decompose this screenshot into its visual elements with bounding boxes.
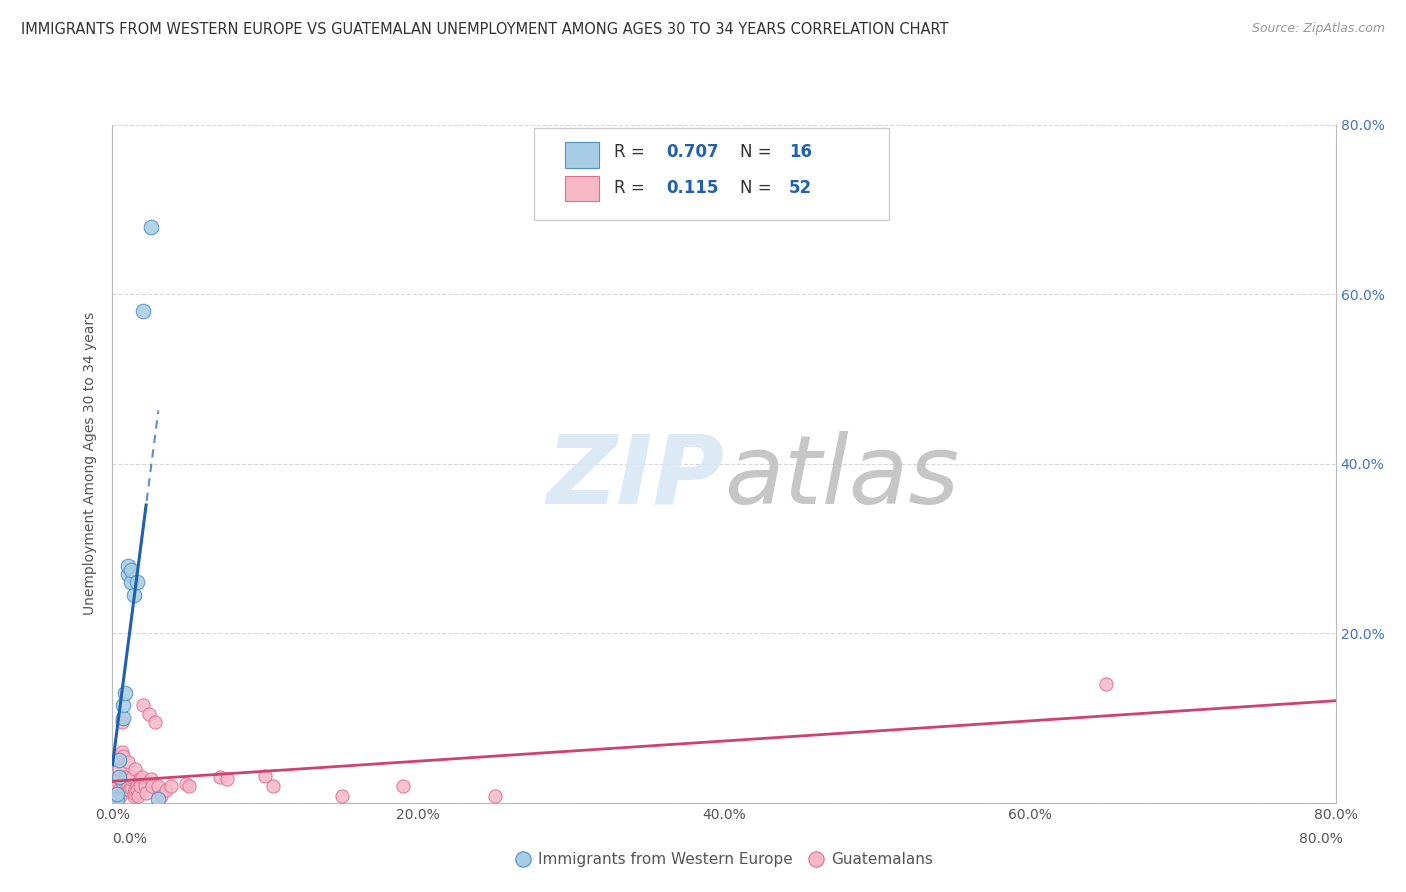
Point: [105, 789, 128, 803]
Text: N =: N =: [740, 143, 778, 161]
Point: [114, 770, 136, 785]
Text: N =: N =: [740, 179, 778, 197]
Point: [1095, 677, 1118, 691]
Point: [159, 779, 181, 793]
Point: [107, 770, 129, 785]
Point: [105, 779, 128, 793]
Point: [107, 753, 129, 767]
Point: [143, 715, 166, 730]
Text: atlas: atlas: [724, 431, 959, 524]
Text: 52: 52: [789, 179, 813, 197]
Text: R =: R =: [614, 179, 655, 197]
Point: [124, 783, 146, 797]
Point: [122, 786, 145, 800]
Point: [120, 780, 142, 795]
Point: [120, 563, 142, 577]
Point: [141, 779, 163, 793]
Text: 0.707: 0.707: [666, 143, 720, 161]
Point: [112, 749, 135, 764]
Point: [117, 567, 139, 582]
Text: R =: R =: [614, 143, 650, 161]
Text: 0.115: 0.115: [666, 179, 718, 197]
Text: 80.0%: 80.0%: [1299, 832, 1343, 846]
Point: [150, 789, 173, 803]
Point: [217, 772, 239, 786]
Point: [131, 770, 153, 785]
Y-axis label: Unemployment Among Ages 30 to 34 years: Unemployment Among Ages 30 to 34 years: [83, 312, 97, 615]
Point: [111, 715, 134, 730]
Point: [105, 791, 128, 805]
Point: [155, 783, 177, 797]
Point: [122, 789, 145, 803]
Point: [104, 783, 127, 797]
Point: [112, 779, 135, 793]
Point: [114, 685, 136, 699]
Text: IMMIGRANTS FROM WESTERN EUROPE VS GUATEMALAN UNEMPLOYMENT AMONG AGES 30 TO 34 YE: IMMIGRANTS FROM WESTERN EUROPE VS GUATEM…: [21, 22, 949, 37]
Point: [330, 789, 353, 803]
Point: [107, 770, 129, 785]
Legend: Immigrants from Western Europe, Guatemalans: Immigrants from Western Europe, Guatemal…: [509, 846, 939, 873]
Point: [120, 575, 142, 590]
Point: [103, 789, 125, 803]
Point: [392, 779, 415, 793]
Point: [122, 588, 145, 602]
Point: [105, 788, 128, 801]
FancyBboxPatch shape: [565, 176, 599, 202]
Point: [117, 558, 139, 573]
Point: [125, 779, 148, 793]
Point: [117, 779, 139, 793]
FancyBboxPatch shape: [565, 142, 599, 168]
FancyBboxPatch shape: [534, 128, 889, 219]
Point: [117, 755, 139, 769]
Point: [121, 770, 143, 785]
Point: [208, 770, 231, 785]
Point: [118, 783, 141, 797]
Point: [148, 791, 170, 805]
Point: [484, 789, 506, 803]
Point: [134, 779, 156, 793]
Point: [129, 779, 152, 793]
Text: 16: 16: [789, 143, 811, 161]
Point: [124, 762, 146, 776]
Point: [125, 783, 148, 797]
Point: [174, 777, 197, 791]
Point: [125, 575, 148, 590]
Point: [254, 769, 277, 783]
Point: [112, 711, 135, 725]
Text: ZIP: ZIP: [546, 431, 724, 524]
Point: [132, 698, 155, 713]
Text: Source: ZipAtlas.com: Source: ZipAtlas.com: [1251, 22, 1385, 36]
Point: [129, 772, 152, 786]
Text: 0.0%: 0.0%: [112, 832, 148, 846]
Point: [111, 745, 134, 759]
Point: [135, 786, 157, 800]
Point: [148, 779, 170, 793]
Point: [120, 772, 142, 786]
Point: [112, 698, 135, 713]
Point: [115, 777, 138, 791]
Point: [262, 779, 284, 793]
Point: [108, 789, 131, 803]
Point: [177, 779, 200, 793]
Point: [107, 762, 129, 776]
Point: [127, 789, 149, 803]
Point: [107, 783, 129, 797]
Point: [138, 706, 160, 721]
Point: [139, 219, 162, 234]
Point: [132, 304, 155, 318]
Point: [139, 772, 162, 786]
